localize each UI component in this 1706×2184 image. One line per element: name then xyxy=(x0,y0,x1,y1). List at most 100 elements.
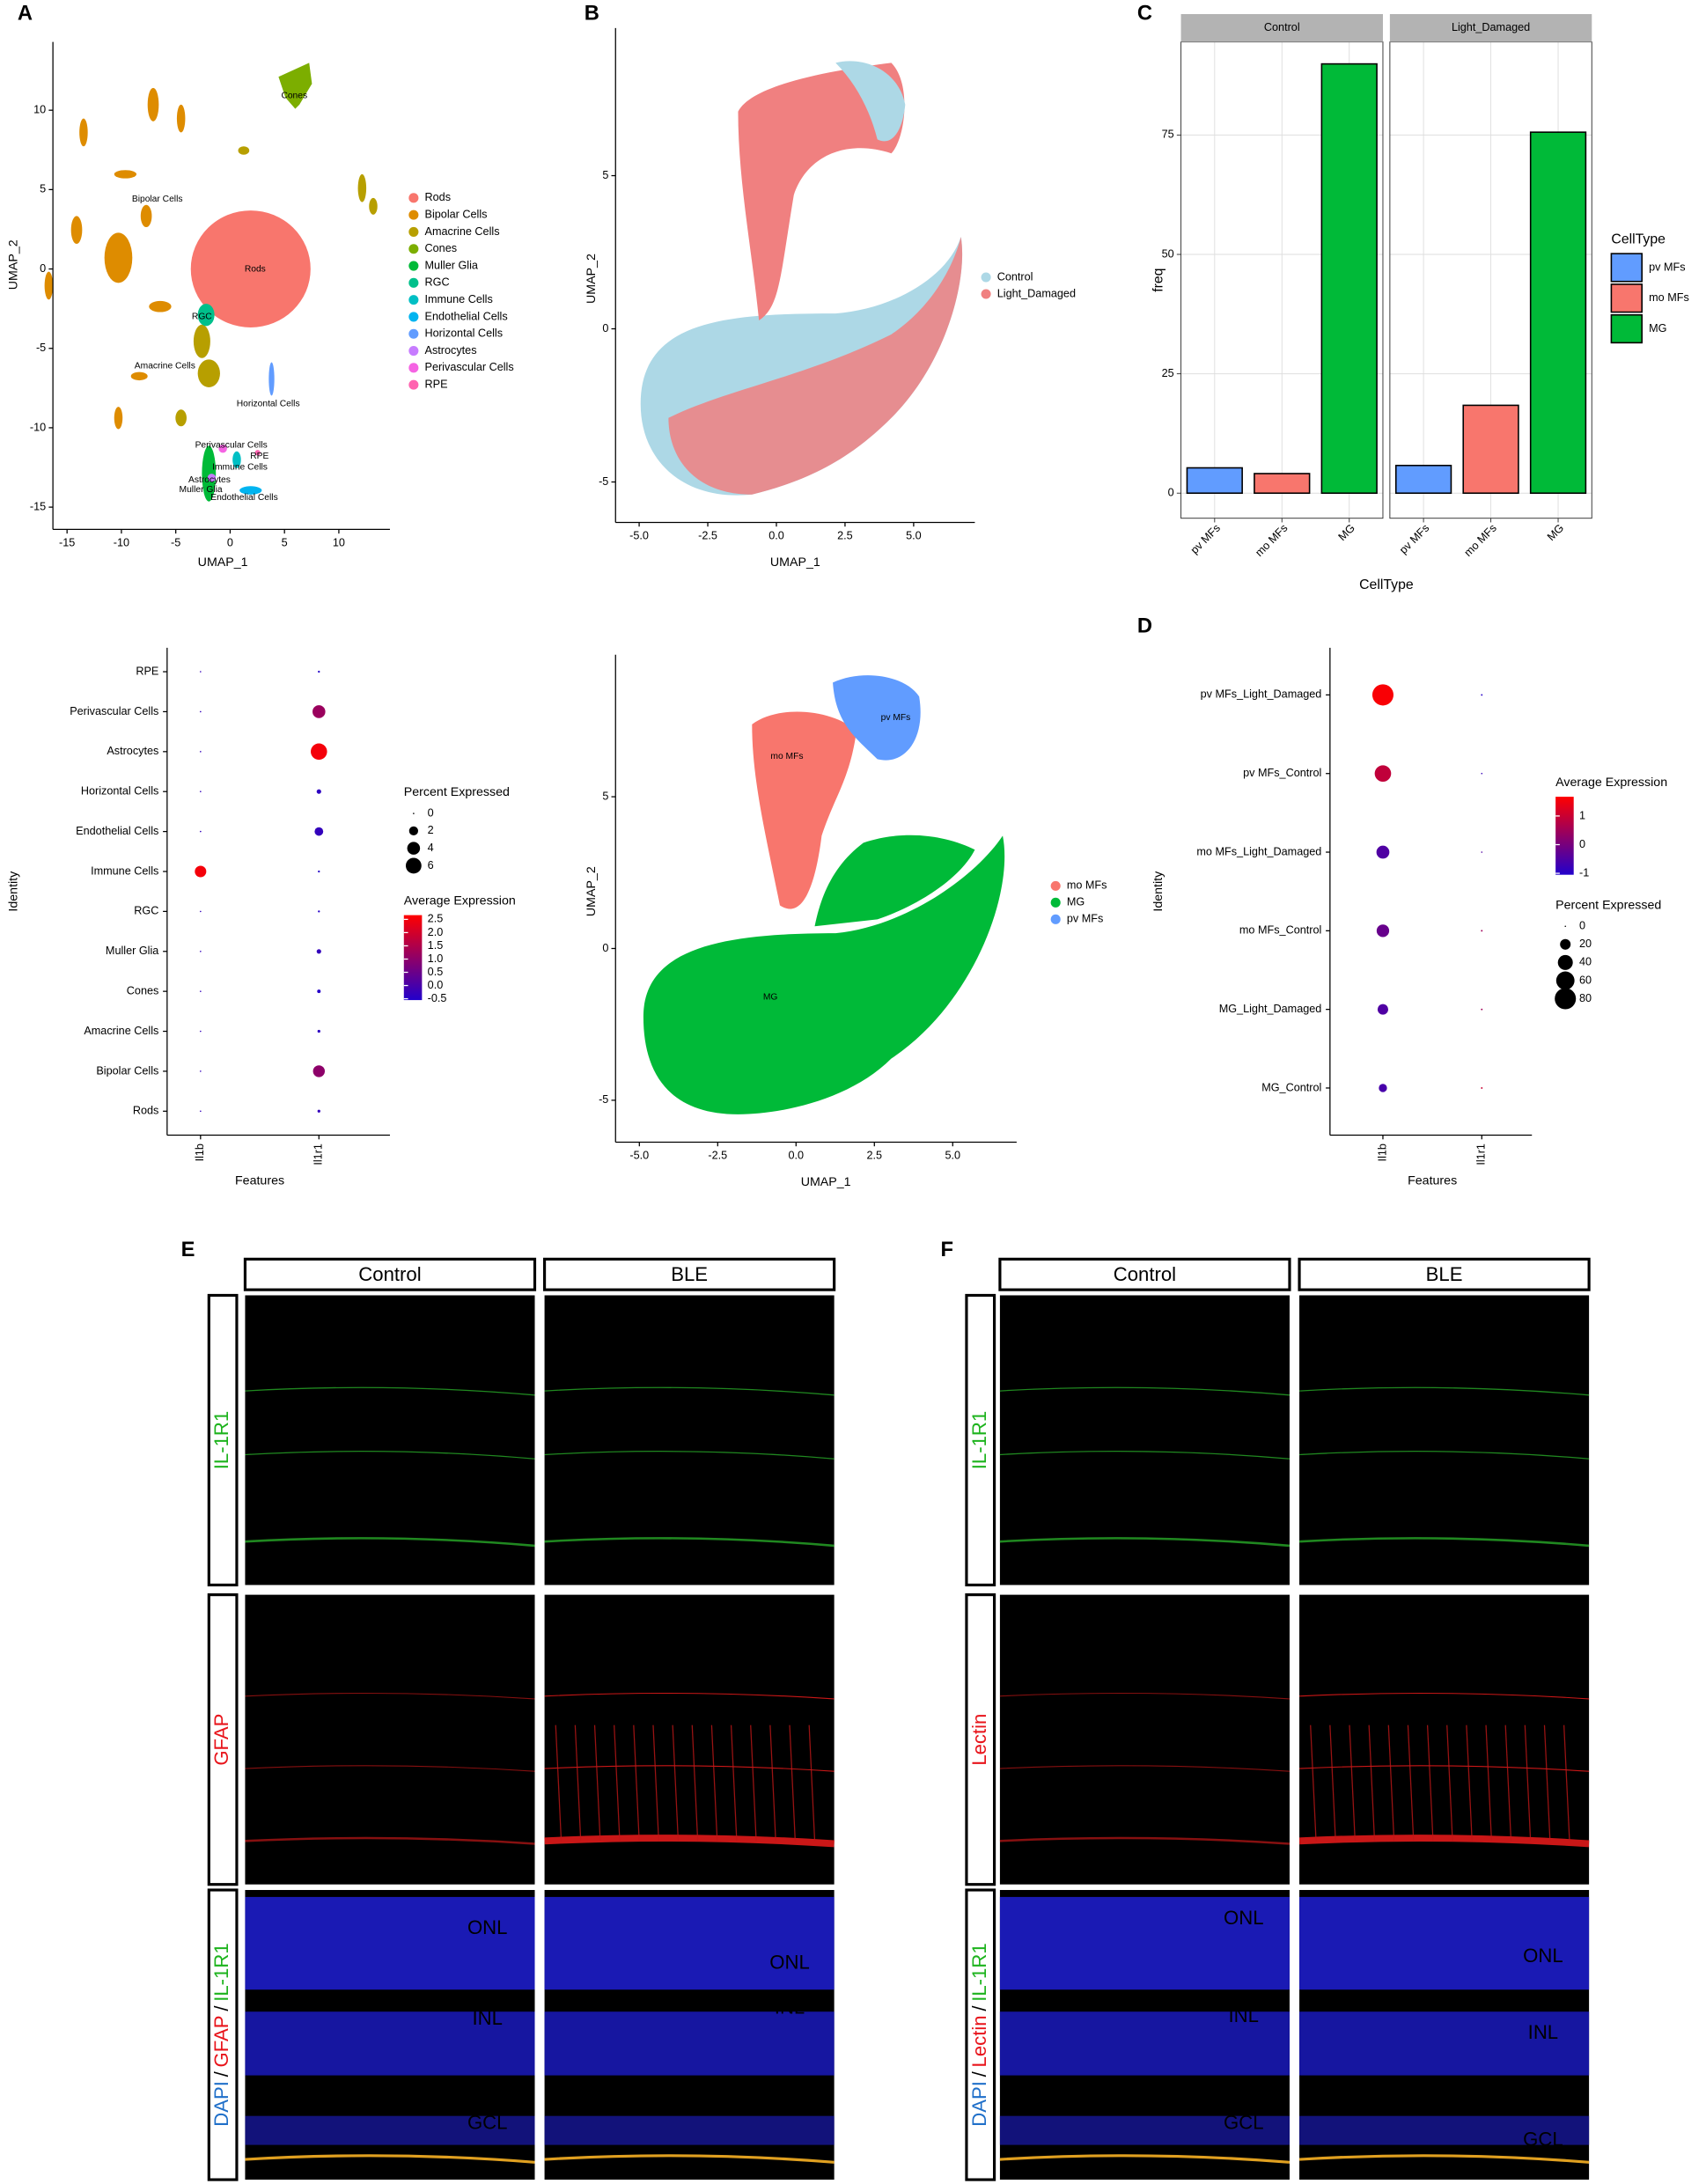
y-tick-label: Perivascular Cells xyxy=(70,705,158,717)
micrograph-signal xyxy=(769,1724,776,1842)
legend-label: 80 xyxy=(1579,992,1592,1004)
dot xyxy=(200,671,202,673)
dot xyxy=(200,791,202,793)
y-tick-label: pv MFs_Control xyxy=(1243,767,1321,779)
x-tick-label: pv MFs xyxy=(1397,522,1431,556)
y-axis-title: UMAP_2 xyxy=(585,866,599,916)
y-tick-label: Amacrine Cells xyxy=(84,1025,158,1037)
x-axis-title: Features xyxy=(1408,1174,1457,1188)
legend-key xyxy=(1610,253,1643,283)
micrograph-signal xyxy=(730,1724,738,1842)
legend-marker xyxy=(408,363,419,373)
dot xyxy=(1377,1004,1388,1015)
column-header-box xyxy=(542,1257,836,1291)
dot xyxy=(318,870,320,873)
dot xyxy=(200,710,202,713)
colorbar-label: 1.5 xyxy=(428,939,444,952)
row-label-part: DAPI xyxy=(210,2081,232,2127)
y-tick-label: 25 xyxy=(1162,367,1174,379)
legend-label: Perivascular Cells xyxy=(425,361,514,373)
y-tick-label: Cones xyxy=(127,984,159,996)
row-label-box xyxy=(965,1593,996,1886)
micrograph-signal xyxy=(1299,1451,1590,1460)
y-tick-label: Astrocytes xyxy=(107,745,158,757)
legend-marker xyxy=(1555,988,1577,1010)
y-tick-label: 5 xyxy=(602,169,608,181)
dot xyxy=(200,1030,202,1033)
micrograph-signal xyxy=(1485,1724,1492,1842)
cluster-label: Perivascular Cells xyxy=(195,440,268,450)
x-tick-label: MG xyxy=(1545,522,1566,543)
legend-label: Control xyxy=(997,270,1033,283)
micrograph-signal xyxy=(999,1765,1291,1772)
row-label-part: GFAP xyxy=(210,1714,232,1766)
cluster-label: MG xyxy=(763,992,778,1002)
colorbar xyxy=(1555,797,1574,875)
micrograph-signal xyxy=(1446,1724,1453,1842)
legend-label: 0 xyxy=(1579,920,1585,932)
dot xyxy=(311,743,327,761)
micrograph-signal xyxy=(633,1724,640,1842)
layer-label: GCL xyxy=(769,2098,810,2120)
micrograph-signal xyxy=(1349,1724,1356,1842)
micrograph-signal xyxy=(999,2154,1291,2164)
legend-label: mo MFs xyxy=(1649,291,1689,304)
x-tick-label: 0.0 xyxy=(768,530,784,542)
row-label: IL-1R1 xyxy=(210,1411,232,1469)
micrograph-nuclei xyxy=(544,2115,835,2145)
row-label-part: DAPI xyxy=(968,2081,990,2127)
micrograph xyxy=(1299,1295,1590,1585)
x-tick-label: Il1b xyxy=(194,1143,206,1161)
dot xyxy=(314,827,324,836)
micrograph-signal xyxy=(544,1451,835,1460)
micrograph-nuclei xyxy=(544,1896,835,1990)
row-label-box xyxy=(207,1293,239,1587)
cluster-label: mo MFs xyxy=(770,752,803,761)
colorbar-label: 0.0 xyxy=(428,979,444,991)
micrograph-signal xyxy=(555,1724,563,1842)
column-header: Control xyxy=(1114,1263,1176,1285)
micrograph-signal xyxy=(672,1724,680,1842)
legend-marker xyxy=(1050,897,1061,908)
micrograph-nuclei xyxy=(999,1896,1290,1990)
micrograph-signal xyxy=(245,1386,535,1396)
x-tick-label: 2.5 xyxy=(837,530,853,542)
micrograph-signal xyxy=(1524,1724,1532,1842)
layer-label: GCL xyxy=(467,2112,508,2134)
colorbar-label: 1 xyxy=(1579,809,1585,821)
dot xyxy=(317,1029,320,1033)
facet-label: Light_Damaged xyxy=(1452,21,1530,33)
dot xyxy=(200,1070,202,1072)
layer-label: INL xyxy=(472,2007,502,2029)
cluster-label: pv MFs xyxy=(881,713,911,723)
legend-label: Endothelial Cells xyxy=(425,310,508,322)
dot xyxy=(200,830,202,833)
micrograph-signal xyxy=(750,1724,757,1842)
micrograph-signal xyxy=(544,1765,835,1772)
y-tick-label: -10 xyxy=(30,421,46,433)
umap-clusters xyxy=(640,61,963,496)
micrograph-signal xyxy=(245,1537,535,1548)
y-tick-label: -15 xyxy=(30,500,46,512)
micrograph xyxy=(999,1295,1290,1585)
y-axis-title: Identity xyxy=(1151,871,1166,912)
micrograph-signal xyxy=(245,1765,535,1772)
legend-label: Bipolar Cells xyxy=(425,208,488,220)
y-tick-label: 75 xyxy=(1162,129,1174,141)
column-header-box xyxy=(1298,1257,1591,1291)
micrograph-signal xyxy=(999,1451,1291,1460)
legend-marker xyxy=(408,244,419,254)
x-tick-label: -5.0 xyxy=(629,530,649,542)
panel-label: E xyxy=(181,1239,195,1261)
legend-label: MG xyxy=(1067,896,1085,908)
legend-label: Rods xyxy=(425,191,452,203)
y-tick-label: Muller Glia xyxy=(106,945,159,957)
x-tick-label: pv MFs xyxy=(1188,522,1223,556)
dot xyxy=(1481,1087,1483,1089)
bar xyxy=(1394,464,1452,495)
micrograph-signal xyxy=(544,2154,835,2164)
micrograph-signal xyxy=(574,1724,582,1842)
dot xyxy=(1481,851,1483,853)
dot xyxy=(1379,1084,1387,1092)
